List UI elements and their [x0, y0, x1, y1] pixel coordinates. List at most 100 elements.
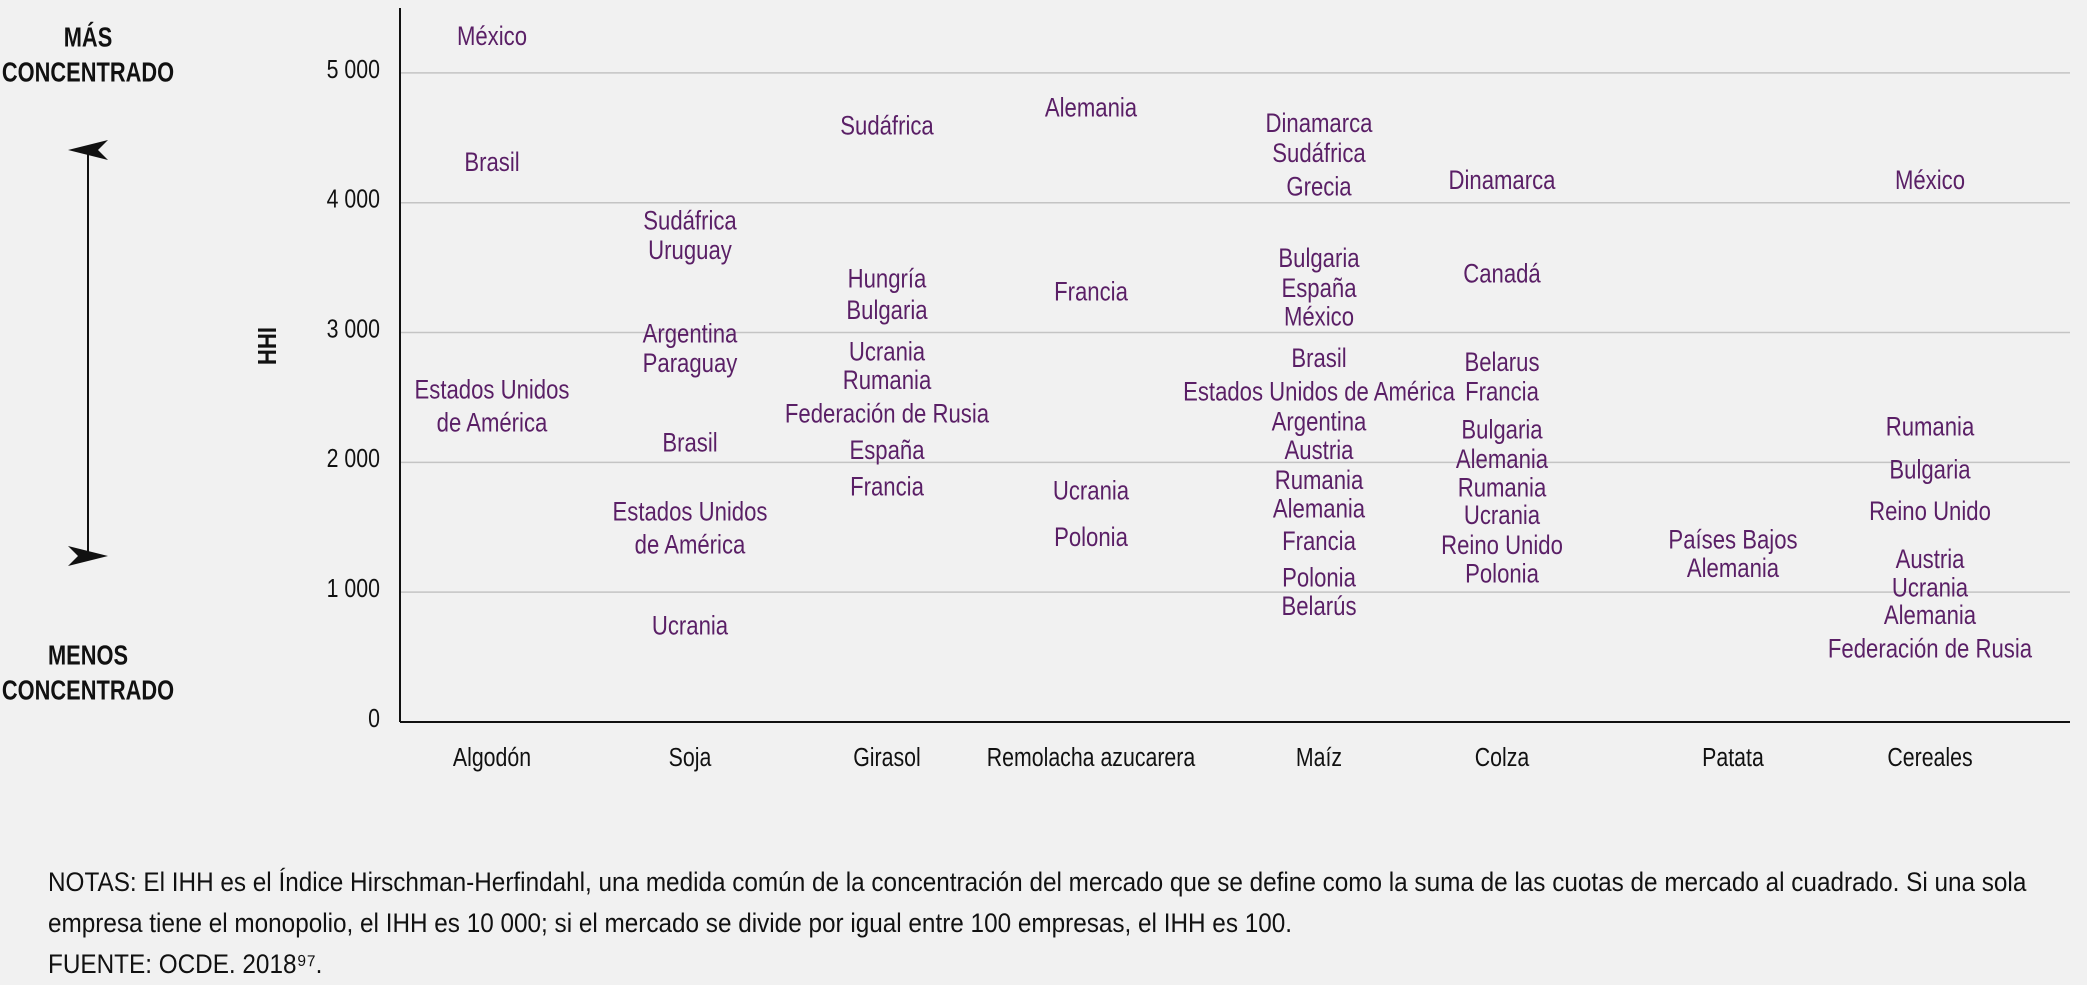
point-label: Polonia: [1465, 559, 1539, 589]
point-label: México: [1284, 302, 1354, 332]
point-label-line: España: [1281, 274, 1356, 304]
y-tick-label: 4 000: [327, 185, 380, 215]
point-label-line: Belarus: [1464, 348, 1539, 378]
point-label-line: Belarús: [1281, 592, 1356, 622]
point-label-line: Ucrania: [1464, 501, 1540, 531]
point-label: Sudáfrica: [1272, 139, 1366, 169]
point-label-line: Francia: [1054, 278, 1128, 308]
point-label-line: Bulgaria: [846, 296, 927, 326]
point-label-line: Argentina: [643, 319, 738, 349]
point-label-line: Canadá: [1463, 260, 1541, 290]
scale-top-label: CONCENTRADO: [2, 57, 174, 88]
scale-bottom-label: CONCENTRADO: [2, 675, 174, 706]
point-label-line: Sudáfrica: [643, 206, 737, 236]
x-tick-label: Remolacha azucarera: [987, 743, 1196, 773]
concentration-scale: MÁS CONCENTRADO MENOS CONCENTRADO: [2, 21, 174, 706]
point-label: Ucrania: [1053, 476, 1129, 506]
point-label: Bulgaria: [1461, 415, 1542, 445]
x-tick-label: Girasol: [853, 743, 921, 773]
point-label: Argentina: [1272, 408, 1367, 438]
point-label-line: Polonia: [1054, 523, 1128, 553]
point-label-line: Países Bajos: [1668, 526, 1797, 556]
point-label: Francia: [1054, 278, 1128, 308]
point-label: Alemania: [1456, 445, 1548, 475]
point-label: Reino Unido: [1869, 497, 1991, 527]
point-label-line: Rumania: [1458, 474, 1547, 504]
x-tick-label: Maíz: [1296, 743, 1342, 773]
scale-bottom-label: MENOS: [48, 640, 128, 671]
notes-line-1: NOTAS: El IHH es el Índice Hirschman-Her…: [48, 867, 2027, 897]
y-axis-label: IHH: [252, 327, 281, 365]
point-label: Canadá: [1463, 260, 1541, 290]
point-label-line: Bulgaria: [1278, 244, 1359, 274]
point-label: Federación de Rusia: [1828, 635, 2032, 665]
point-label-line: Francia: [1282, 527, 1356, 557]
point-label-line: Estados Unidos: [613, 498, 768, 528]
point-label-line: México: [1284, 302, 1354, 332]
point-label-line: Francia: [1465, 378, 1539, 408]
point-label: Rumania: [1275, 466, 1364, 496]
point-label-line: Alemania: [1687, 554, 1779, 584]
point-label: Brasil: [662, 428, 717, 458]
point-label: Estados Unidos de América: [1183, 378, 1455, 408]
point-label: Brasil: [1291, 344, 1346, 374]
point-label-line: de América: [635, 531, 746, 561]
point-label-line: de América: [437, 409, 548, 439]
point-label-line: Alemania: [1456, 445, 1548, 475]
point-label-line: Bulgaria: [1889, 456, 1970, 486]
point-label: Francia: [850, 472, 924, 502]
point-label: Belarús: [1281, 592, 1356, 622]
point-label-line: Rumania: [1886, 413, 1975, 443]
point-label-line: Dinamarca: [1266, 109, 1373, 139]
y-tick-label: 0: [368, 704, 380, 734]
y-tick-label: 1 000: [327, 574, 380, 604]
y-tick-label: 5 000: [327, 55, 380, 85]
point-label-line: Polonia: [1282, 563, 1356, 593]
point-label-line: Ucrania: [849, 337, 925, 367]
point-label: Dinamarca: [1266, 109, 1373, 139]
point-label-line: Polonia: [1465, 559, 1539, 589]
point-label-line: México: [457, 22, 527, 52]
point-label: México: [457, 22, 527, 52]
point-label: Alemania: [1687, 554, 1779, 584]
point-label-line: Estados Unidos: [415, 376, 570, 406]
x-tick-labels: Algodón Soja Girasol Remolacha azucarera Maí…: [453, 743, 1973, 773]
point-label: México: [1895, 166, 1965, 196]
x-tick-label: Cereales: [1887, 743, 1972, 773]
point-label: Reino Unido: [1441, 531, 1563, 561]
point-label: Ucrania: [1892, 574, 1968, 604]
point-label: Ucrania: [849, 337, 925, 367]
point-label: Brasil: [464, 148, 519, 178]
scale-top-label: MÁS: [64, 21, 113, 53]
point-label-line: Paraguay: [643, 349, 738, 379]
point-label-line: Brasil: [1291, 344, 1346, 374]
point-label-line: Argentina: [1272, 408, 1367, 438]
point-label: Grecia: [1286, 173, 1351, 203]
point-label-line: Brasil: [662, 428, 717, 458]
point-label: Belarus: [1464, 348, 1539, 378]
point-label-line: Federación de Rusia: [785, 400, 989, 430]
point-label-line: Grecia: [1286, 173, 1351, 203]
x-tick-label: Patata: [1702, 743, 1764, 773]
point-label-line: Federación de Rusia: [1828, 635, 2032, 665]
point-label-line: Reino Unido: [1869, 497, 1991, 527]
point-label: Francia: [1465, 378, 1539, 408]
point-label: Ucrania: [1464, 501, 1540, 531]
point-label-line: Austria: [1285, 436, 1354, 466]
point-label: Hungría: [848, 265, 927, 295]
point-label-line: Hungría: [848, 265, 927, 295]
point-label-line: Sudáfrica: [1272, 139, 1366, 169]
point-label-line: Dinamarca: [1449, 166, 1556, 196]
point-label: Bulgaria: [1278, 244, 1359, 274]
point-label-line: Rumania: [1275, 466, 1364, 496]
notes-line-2: empresa tiene el monopolio, el IHH es 10…: [48, 908, 1293, 938]
point-label-line: España: [849, 436, 924, 466]
x-tick-label: Soja: [669, 743, 712, 773]
point-label: Austria: [1285, 436, 1354, 466]
y-tick-labels: 0 1 000 2 000 3 000 4 000 5 000: [327, 55, 380, 734]
point-label-line: Brasil: [464, 148, 519, 178]
point-label-line: Alemania: [1273, 495, 1365, 525]
